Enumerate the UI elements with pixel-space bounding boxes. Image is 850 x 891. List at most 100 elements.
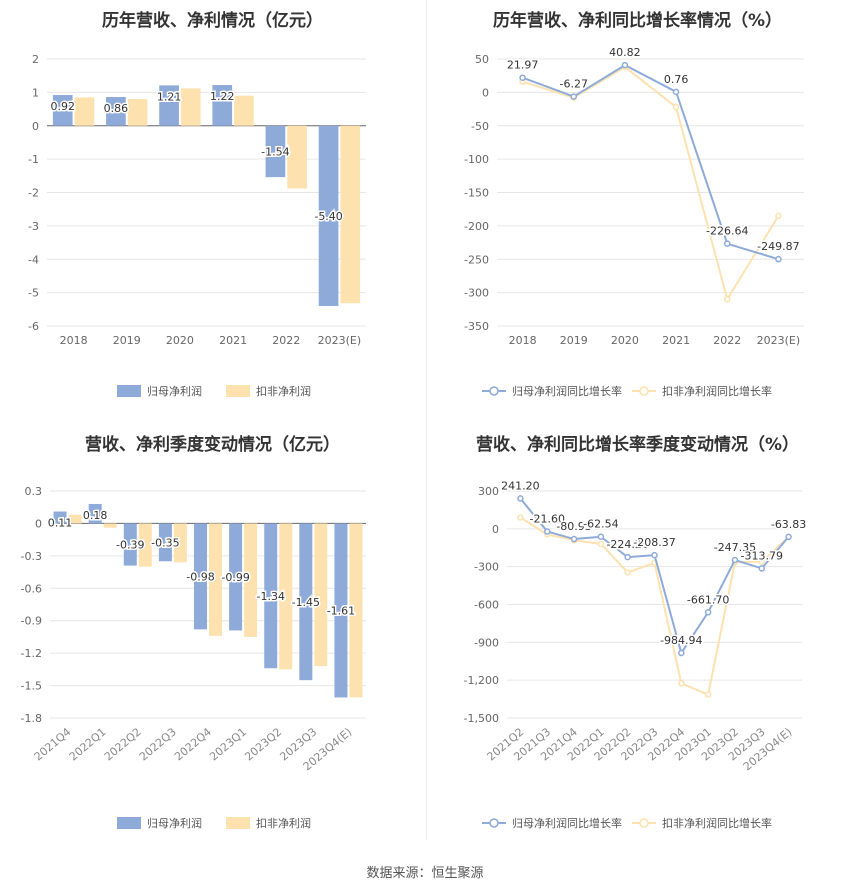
legend-label: 扣非净利润同比增长率 [662, 816, 772, 830]
data-label: -247.35 [714, 541, 756, 554]
bar-deducted-net-profit [244, 523, 258, 637]
legend-swatch [117, 385, 141, 397]
data-point [724, 296, 731, 303]
data-point [758, 558, 766, 565]
data-point [775, 255, 782, 263]
x-tick-label: 2018 [509, 334, 537, 347]
data-label: 1.21 [157, 90, 182, 103]
x-tick-label: 2022Q1 [67, 725, 109, 763]
panel-quarterly-profit: 营收、净利季度变动情况（亿元） 0.3 0 -0.3 -0.6 -0.9 -1.2 -1.5… [0, 424, 425, 844]
bar-deducted-net-profit [180, 88, 201, 126]
y-tick-label: -150 [464, 187, 489, 200]
bar-deducted-net-profit [127, 99, 148, 126]
data-label: -0.35 [151, 536, 179, 549]
legend-swatch [226, 817, 250, 829]
panel-divider [426, 0, 427, 840]
y-tick-label: 2 [32, 53, 39, 66]
series-line-deducted-growth [522, 65, 780, 302]
bar-deducted-net-profit [349, 523, 363, 698]
x-tick-label: 2019 [560, 334, 588, 347]
quarterly-profit-chart: 0.3 0 -0.3 -0.6 -0.9 -1.2 -1.5 -1.8 0.11 2021Q4 0.… [21, 485, 366, 830]
data-label: 0.76 [664, 73, 689, 86]
data-label: -1.34 [256, 590, 284, 603]
data-label: 1.22 [210, 90, 235, 103]
data-point [704, 691, 712, 698]
data-point [785, 533, 792, 541]
series-line-parent-growth [522, 63, 779, 261]
bar-deducted-net-profit [173, 523, 187, 563]
y-tick-label: 50 [475, 53, 489, 66]
y-tick-label: -1,200 [464, 674, 499, 687]
y-tick-label: -250 [464, 253, 489, 266]
y-tick-label: -4 [28, 253, 39, 266]
x-tick-label: 2022Q3 [137, 725, 179, 763]
y-tick-label: -200 [464, 220, 489, 233]
bar-parent-net-profit [194, 523, 207, 630]
data-label: -661.70 [687, 593, 729, 606]
x-tick-label: 2023Q2 [242, 725, 284, 763]
data-point [624, 553, 631, 561]
annual-profit-chart: 2 1 0 -1 -2 -3 -4 -5 -6 0.92 2018 0.86 2019 1.21 2020 1… [28, 53, 366, 398]
data-label: -1.45 [292, 596, 320, 609]
y-tick-label: 0.3 [25, 485, 43, 498]
data-point [678, 649, 685, 657]
bar-parent-net-profit [334, 523, 348, 698]
data-point [651, 551, 658, 559]
y-tick-label: -1.2 [21, 647, 42, 660]
legend-swatch [117, 817, 141, 829]
data-point [543, 528, 551, 535]
data-label: -1.54 [261, 145, 289, 158]
bar-deducted-net-profit [279, 523, 293, 670]
bar-deducted-net-profit [287, 125, 307, 189]
legend-label: 归母净利润同比增长率 [512, 816, 622, 830]
bar-parent-net-profit [123, 523, 137, 566]
y-tick-label: -2 [28, 187, 39, 200]
data-label: -313.79 [741, 549, 783, 562]
y-tick-label: 300 [478, 485, 499, 498]
data-label: -5.40 [314, 210, 342, 223]
y-tick-label: 1 [32, 86, 39, 99]
bar-parent-net-profit [265, 125, 286, 178]
legend-label: 归母净利润同比增长率 [512, 384, 622, 398]
legend-marker [639, 818, 649, 828]
data-label: 0.92 [50, 100, 75, 113]
bar-parent-net-profit [212, 85, 233, 126]
y-tick-label: -3 [28, 220, 39, 233]
bar-parent-net-profit [88, 503, 102, 524]
data-point [775, 212, 782, 220]
y-tick-label: -0.6 [21, 582, 42, 595]
bar-parent-net-profit [53, 511, 67, 524]
y-tick-label: -0.3 [21, 550, 42, 563]
data-label: 0.18 [83, 509, 108, 522]
x-tick-label: 2022 [272, 334, 300, 347]
y-tick-label: -350 [464, 320, 489, 333]
data-point [758, 565, 766, 572]
legend-label: 扣非净利润同比增长率 [662, 384, 772, 398]
x-tick-label: 2023(E) [757, 334, 801, 347]
x-tick-label: 2018 [60, 334, 88, 347]
y-tick-label: -300 [464, 287, 489, 300]
data-label: -226.64 [706, 225, 748, 238]
data-point [597, 540, 605, 548]
data-label: -6.27 [560, 78, 588, 91]
bar-deducted-net-profit [138, 523, 152, 567]
bar-parent-net-profit [52, 95, 73, 126]
quarterly-growth-chart: 3000-300-600-900-1,200-1,5002021Q22021Q3… [464, 478, 808, 830]
bar-deducted-net-profit [314, 523, 328, 667]
data-point [519, 74, 526, 81]
data-source: 数据来源：恒生聚源 [366, 866, 484, 881]
data-label: 0.11 [48, 517, 73, 530]
data-point [731, 556, 739, 564]
y-tick-label: 0 [482, 86, 489, 99]
data-point [517, 514, 524, 521]
legend-label: 归母净利润 [147, 816, 202, 830]
legend-swatch [226, 385, 250, 397]
data-label: -63.83 [771, 518, 806, 531]
y-tick-label: -1,500 [464, 712, 499, 725]
y-tick-label: -5 [28, 287, 39, 300]
bar-parent-net-profit [159, 85, 179, 126]
chart-title: 历年营收、净利同比增长率情况（%） [492, 11, 783, 31]
data-point [621, 61, 629, 69]
panel-annual-growth: 历年营收、净利同比增长率情况（%） 50 0 -50 -100 -150 -200 -250… [425, 0, 850, 420]
x-tick-label: 2021 [662, 334, 690, 347]
